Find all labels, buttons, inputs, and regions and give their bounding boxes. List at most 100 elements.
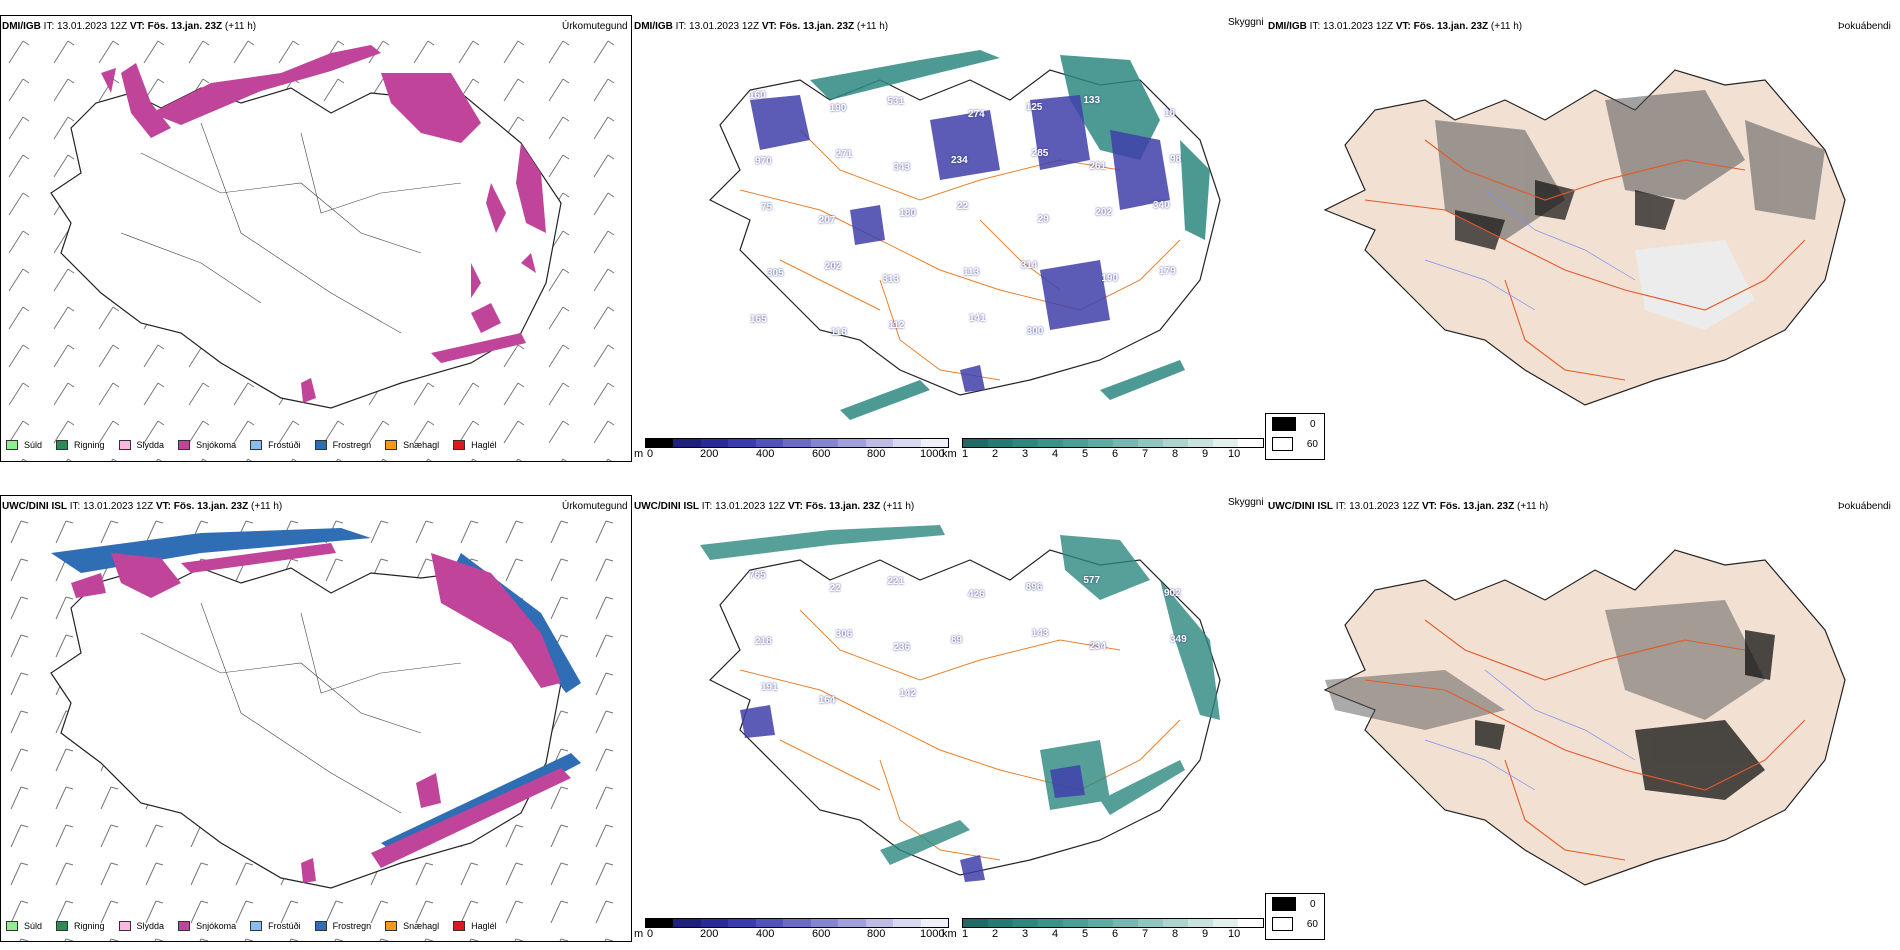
visibility-map — [700, 525, 1221, 882]
visibility-value-label: 160 — [749, 90, 766, 101]
legend-item-sudl: Súld — [6, 440, 42, 450]
visibility-value-label: 190 — [1101, 273, 1119, 284]
precip-legend: Súld Rigning Slydda Snjókoma Frostúði Fr… — [6, 440, 511, 450]
legend-item-frostregn: Frostregn — [314, 440, 371, 450]
bottom-visibility-labels: 765 22 221 426 896 577 902 218 306 236 89 143 234 349… — [740, 560, 1200, 880]
fog-legend-row: 60 — [1266, 434, 1324, 454]
visibility-value-label: 179 — [1159, 266, 1176, 277]
panel-title: DMI/IGB IT: 13.01.2023 12Z VT: Fös. 13.j… — [1268, 21, 1523, 32]
visibility-value-label: 165 — [750, 314, 767, 325]
visibility-value-label: 89 — [951, 635, 963, 646]
precip-map — [1, 33, 631, 461]
visibility-value-label: 18 — [1164, 108, 1176, 119]
legend-item-frostregn: Frostregn — [314, 921, 371, 931]
legend-swatch — [56, 921, 69, 931]
visibility-value-label: 22 — [829, 583, 841, 594]
legend-swatch — [250, 921, 263, 931]
vis-km-colorbar — [962, 918, 1264, 928]
visibility-value-label: 202 — [824, 261, 842, 272]
vis-km-colorbar — [962, 438, 1264, 448]
visibility-value-label: 896 — [1025, 582, 1043, 593]
visibility-value-label: 191 — [761, 682, 778, 693]
legend-swatch — [385, 921, 398, 931]
visibility-value-label: 112 — [888, 320, 905, 331]
panel-title: DMI/IGB IT: 13.01.2023 12Z VT: Fös. 13.j… — [2, 21, 257, 32]
panel-title: UWC/DINI ISL IT: 13.01.2023 12Z VT: Fös.… — [1268, 501, 1549, 512]
visibility-value-label: 143 — [1031, 628, 1049, 639]
vis-m-colorbar — [645, 918, 949, 928]
vis-m-ticks: m 0 200 400 600 800 1000 — [634, 448, 945, 460]
panel-field-label: Skyggni — [1228, 17, 1264, 28]
fog-map — [1323, 69, 1846, 406]
visibility-value-label: 125 — [1025, 102, 1043, 113]
legend-item-snaehagl: Snæhagl — [385, 921, 439, 931]
visibility-value-label: 180 — [899, 208, 917, 219]
visibility-value-label: 98 — [1170, 154, 1182, 165]
map-frame — [0, 495, 632, 942]
visibility-value-label: 221 — [887, 576, 905, 587]
legend-swatch — [178, 921, 191, 931]
legend-item-haglel: Haglél — [453, 440, 497, 450]
legend-item-snjokoma: Snjókoma — [178, 440, 236, 450]
map-frame — [0, 15, 632, 462]
vis-m-ticks: m 0 200 400 600 800 1000 — [634, 928, 945, 940]
legend-swatch — [453, 921, 466, 931]
legend-item-snjokoma: Snjókoma — [178, 921, 236, 931]
precip-legend: Súld Rigning Slydda Snjókoma Frostúði Fr… — [6, 921, 511, 931]
iceland-outline — [1323, 69, 1846, 406]
legend-swatch — [385, 440, 398, 450]
fog-swatch — [1272, 417, 1296, 431]
legend-swatch — [250, 440, 263, 450]
visibility-value-label: 271 — [835, 149, 853, 160]
top-visibility-labels: 160 190 531 274 125 133 18 970 271 343 234 285 261 98… — [740, 80, 1200, 400]
visibility-value-label: 349 — [1170, 634, 1187, 645]
panel-title: DMI/IGB IT: 13.01.2023 12Z VT: Fös. 13.j… — [634, 21, 889, 32]
legend-swatch — [314, 921, 327, 931]
fog-legend-row: 60 — [1266, 914, 1324, 934]
fog-legend-row: 0 — [1266, 414, 1324, 434]
fog-legend: 0 60 — [1265, 413, 1325, 460]
visibility-value-label: 234 — [951, 155, 968, 166]
visibility-value-label: 29 — [1037, 214, 1049, 225]
visibility-value-label: 202 — [1095, 207, 1113, 218]
visibility-value-label: 113 — [963, 267, 980, 278]
legend-swatch — [6, 921, 18, 931]
visibility-value-label: 313 — [882, 274, 900, 285]
visibility-value-label: 340 — [1153, 200, 1170, 211]
panel-title: UWC/DINI ISL IT: 13.01.2023 12Z VT: Fös.… — [2, 501, 283, 512]
legend-swatch — [6, 440, 18, 450]
precip-map — [1, 513, 631, 941]
visibility-value-label: 577 — [1083, 575, 1101, 586]
vis-km-ticks: km 1 2 3 4 5 6 7 8 9 10 — [942, 448, 1241, 460]
visibility-value-label: 218 — [755, 636, 772, 647]
visibility-value-label: 118 — [830, 327, 847, 338]
legend-item-frostudi: Frostúði — [250, 440, 301, 450]
vis-m-colorbar — [645, 438, 949, 448]
visibility-value-label: 531 — [887, 96, 905, 107]
legend-item-slydda: Slydda — [118, 921, 164, 931]
visibility-value-label: 141 — [969, 313, 986, 324]
visibility-value-label: 207 — [818, 215, 836, 226]
legend-item-rigning: Rigning — [56, 921, 105, 931]
visibility-value-label: 133 — [1083, 95, 1101, 106]
legend-item-snaehagl: Snæhagl — [385, 440, 439, 450]
visibility-value-label: 970 — [755, 156, 772, 167]
visibility-value-label: 22 — [957, 201, 969, 212]
panel-field-label: Úrkomutegund — [562, 501, 628, 512]
legend-item-sudl: Súld — [6, 921, 42, 931]
legend-item-slydda: Slydda — [118, 440, 164, 450]
panel-field-label: Þokuábendi — [1838, 501, 1891, 512]
visibility-value-label: 164 — [818, 695, 836, 706]
visibility-value-label: 306 — [835, 629, 853, 640]
legend-swatch — [453, 440, 466, 450]
fog-swatch — [1272, 917, 1293, 931]
visibility-value-label: 75 — [761, 202, 773, 213]
legend-swatch — [118, 440, 131, 450]
fog-legend-row: 0 — [1266, 894, 1324, 914]
visibility-value-label: 261 — [1089, 161, 1107, 172]
legend-swatch — [314, 440, 327, 450]
fog-swatch — [1272, 897, 1296, 911]
visibility-value-label: 142 — [899, 688, 917, 699]
visibility-value-label: 314 — [1020, 260, 1038, 271]
fog-swatch — [1272, 437, 1293, 451]
